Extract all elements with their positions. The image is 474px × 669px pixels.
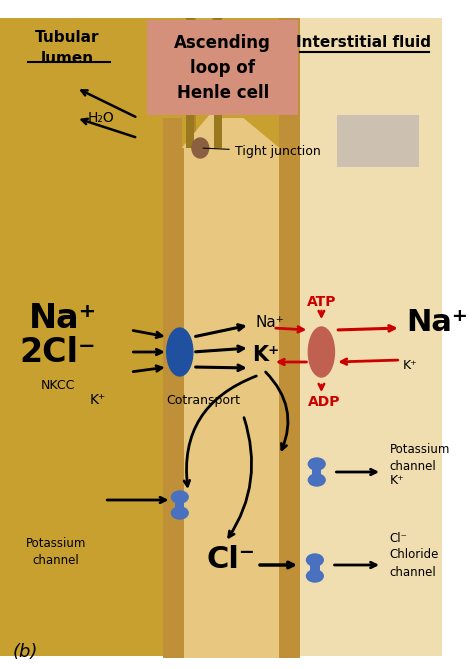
Bar: [0, 18, 163, 656]
Bar: [212, 18, 222, 98]
Ellipse shape: [307, 554, 323, 566]
Text: Ascending
loop of
Henle cell: Ascending loop of Henle cell: [174, 34, 271, 102]
Bar: [280, 148, 300, 658]
Ellipse shape: [309, 327, 335, 377]
Text: (b): (b): [13, 643, 38, 661]
Text: Potassium
channel: Potassium channel: [390, 443, 450, 473]
Text: Potassium
channel: Potassium channel: [26, 537, 86, 567]
Bar: [280, 18, 300, 656]
Bar: [337, 115, 419, 167]
Ellipse shape: [167, 328, 193, 376]
Bar: [182, 148, 280, 658]
Text: Tubular
lumen: Tubular lumen: [35, 30, 100, 66]
Bar: [214, 18, 222, 148]
Text: Cotransport: Cotransport: [166, 393, 240, 407]
Polygon shape: [222, 100, 280, 148]
Text: Cl⁻
Chloride
channel: Cl⁻ Chloride channel: [390, 531, 439, 579]
Text: Na⁺: Na⁺: [255, 314, 284, 330]
Bar: [312, 464, 321, 480]
Text: K⁺: K⁺: [90, 393, 106, 407]
Bar: [222, 18, 280, 118]
Ellipse shape: [307, 570, 323, 582]
Text: Na⁺: Na⁺: [406, 308, 468, 337]
Bar: [310, 560, 319, 576]
Text: NKCC: NKCC: [41, 379, 75, 391]
Ellipse shape: [309, 458, 325, 470]
Bar: [186, 18, 194, 148]
Bar: [163, 18, 182, 656]
Bar: [175, 497, 184, 513]
Text: ADP: ADP: [308, 395, 340, 409]
Bar: [182, 18, 280, 656]
Bar: [186, 18, 196, 148]
Ellipse shape: [309, 474, 325, 486]
Text: K⁺: K⁺: [253, 345, 280, 365]
Bar: [193, 18, 216, 98]
Ellipse shape: [172, 491, 188, 503]
Text: H₂O: H₂O: [87, 111, 114, 125]
Text: K⁺: K⁺: [390, 474, 404, 486]
Ellipse shape: [192, 138, 209, 158]
Text: ATP: ATP: [307, 295, 336, 309]
Text: Cl⁻: Cl⁻: [207, 545, 255, 575]
Bar: [147, 20, 298, 115]
Text: Na⁺: Na⁺: [29, 302, 98, 334]
Ellipse shape: [172, 507, 188, 519]
Polygon shape: [182, 100, 222, 148]
Bar: [182, 18, 280, 148]
Text: K⁺: K⁺: [402, 359, 417, 371]
Text: 2Cl⁻: 2Cl⁻: [19, 335, 96, 369]
Bar: [163, 148, 183, 658]
Bar: [0, 18, 186, 118]
Text: Tight junction: Tight junction: [203, 145, 320, 158]
Text: Interstitial fluid: Interstitial fluid: [296, 35, 431, 50]
